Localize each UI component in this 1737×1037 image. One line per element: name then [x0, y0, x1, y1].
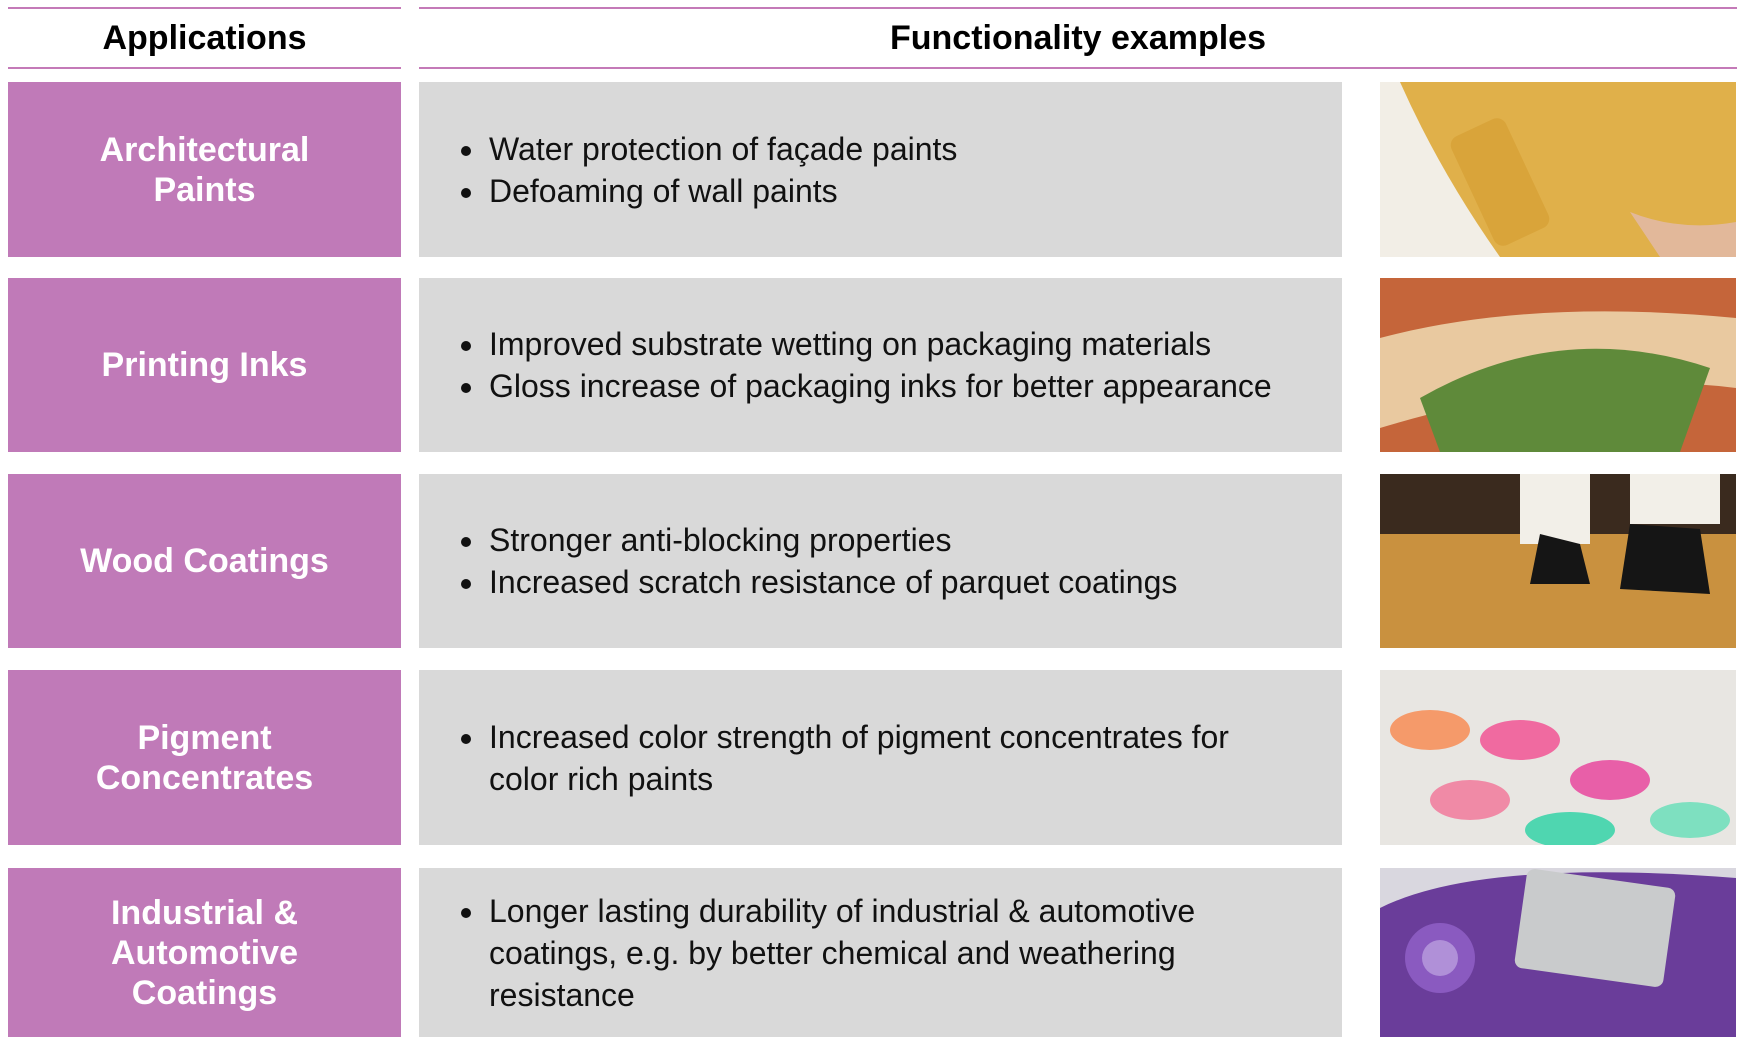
photo-paint-roller: [1380, 82, 1736, 257]
photo-wood-floor: [1380, 474, 1736, 648]
application-cell: Printing Inks: [8, 278, 401, 452]
bullet-list: Increased color strength of pigment conc…: [419, 716, 1342, 800]
bullet-item: Defoaming of wall paints: [487, 170, 957, 212]
bullet-item: Water protection of façade paints: [487, 128, 957, 170]
header-applications: Applications: [8, 7, 401, 69]
bullet-item: Increased scratch resistance of parquet …: [487, 561, 1177, 603]
photo-paint-cans: [1380, 670, 1736, 845]
application-cell: Wood Coatings: [8, 474, 401, 648]
application-label: Printing Inks: [101, 346, 308, 384]
bullet-item: Stronger anti-blocking properties: [487, 519, 1177, 561]
functionality-cell: Longer lasting durability of industrial …: [419, 868, 1342, 1037]
bullet-list: Longer lasting durability of industrial …: [419, 890, 1342, 1016]
bullet-list: Water protection of façade paintsDefoami…: [419, 128, 997, 212]
functionality-cell: Increased color strength of pigment conc…: [419, 670, 1342, 845]
bullet-item: Gloss increase of packaging inks for bet…: [487, 365, 1272, 407]
bullet-item: Increased color strength of pigment conc…: [487, 716, 1302, 800]
application-label: Pigment: [137, 718, 272, 757]
photo-printing: [1380, 278, 1736, 452]
application-label: Automotive: [111, 933, 298, 972]
bullet-list: Improved substrate wetting on packaging …: [419, 323, 1312, 407]
application-label: Concentrates: [95, 758, 314, 797]
application-cell: Pigment Concentrates: [8, 670, 401, 845]
functionality-cell: Stronger anti-blocking propertiesIncreas…: [419, 474, 1342, 648]
application-cell: Industrial & Automotive Coatings: [8, 868, 401, 1037]
application-label: Wood Coatings: [80, 542, 329, 580]
application-label: Coatings: [131, 973, 278, 1012]
functionality-cell: Water protection of façade paintsDefoami…: [419, 82, 1342, 257]
header-functionality: Functionality examples: [419, 7, 1737, 69]
bullet-item: Improved substrate wetting on packaging …: [487, 323, 1272, 365]
bullet-list: Stronger anti-blocking propertiesIncreas…: [419, 519, 1217, 603]
application-label: Architectural: [99, 130, 310, 169]
application-cell: Architectural Paints: [8, 82, 401, 257]
bullet-item: Longer lasting durability of industrial …: [487, 890, 1302, 1016]
application-label: Industrial &: [110, 893, 299, 932]
application-label: Paints: [153, 170, 256, 209]
functionality-cell: Improved substrate wetting on packaging …: [419, 278, 1342, 452]
photo-phone: [1380, 868, 1736, 1037]
